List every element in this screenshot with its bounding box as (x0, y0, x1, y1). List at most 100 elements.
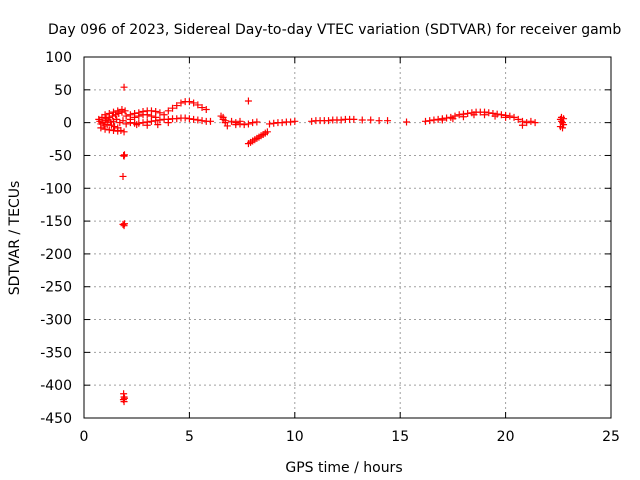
data-point (190, 99, 198, 107)
data-point (198, 117, 206, 125)
y-tick-label: -50 (49, 148, 72, 164)
x-tick-label: 10 (286, 429, 304, 445)
data-point (375, 117, 383, 125)
data-point (244, 120, 252, 128)
data-point (131, 113, 139, 121)
data-point (249, 119, 257, 127)
data-point (118, 106, 126, 114)
data-point (455, 111, 463, 119)
data-point (139, 119, 147, 127)
data-point (459, 113, 467, 121)
x-tick-label: 5 (185, 429, 194, 445)
data-point (531, 119, 539, 127)
x-tick-label: 20 (497, 429, 515, 445)
data-point (173, 115, 181, 123)
data-point (120, 128, 128, 136)
data-point (559, 124, 567, 132)
data-point (527, 117, 535, 125)
x-tick-label: 15 (391, 429, 409, 445)
data-point (156, 109, 164, 117)
y-tick-label: -350 (40, 345, 72, 361)
data-point (350, 115, 358, 123)
data-point (194, 101, 202, 109)
y-tick-label: -100 (40, 181, 72, 197)
y-axis-label: SDTVAR / TECUs (7, 181, 23, 296)
data-point (111, 123, 119, 131)
data-point (194, 116, 202, 124)
y-tick-label: -450 (40, 411, 72, 427)
data-point (147, 112, 155, 120)
data-point (403, 118, 411, 126)
data-point (223, 122, 231, 130)
data-point (105, 126, 113, 134)
data-point (430, 116, 438, 124)
data-point (110, 127, 118, 135)
grid (84, 57, 611, 418)
data-point (308, 117, 316, 125)
data-point (228, 117, 236, 125)
data-point (244, 97, 252, 105)
data-point (164, 107, 172, 115)
data-point (119, 117, 127, 125)
data-point (113, 115, 121, 123)
data-point (110, 108, 118, 116)
data-point (152, 107, 160, 115)
data-point (358, 116, 366, 124)
data-point (232, 121, 240, 129)
data-point (160, 111, 168, 119)
y-tick-label: -250 (40, 280, 72, 296)
data-point (560, 115, 568, 123)
data-point (367, 116, 375, 124)
y-tick-label: 0 (63, 116, 72, 132)
data-point (198, 104, 206, 112)
data-point (481, 111, 489, 119)
data-point (97, 124, 105, 132)
y-axis-ticks: 100 50 0 -50 -100 -150 -200 -250 -300 -350 -400 -45… (40, 50, 611, 427)
data-point (164, 119, 172, 127)
data-point (514, 115, 522, 123)
data-point (122, 120, 130, 128)
data-point (449, 115, 457, 123)
data-point (438, 116, 446, 124)
data-point (114, 127, 122, 135)
data-point (143, 111, 151, 119)
data-point (181, 114, 189, 122)
data-point (173, 102, 181, 110)
data-points (95, 83, 568, 406)
data-point (185, 115, 193, 123)
data-point (426, 117, 434, 125)
data-point (202, 106, 210, 114)
data-point (236, 117, 244, 125)
data-point (337, 116, 345, 124)
data-point (325, 117, 333, 125)
data-point (518, 121, 526, 129)
y-tick-label: -400 (40, 378, 72, 394)
data-point (523, 119, 531, 127)
data-point (120, 220, 128, 228)
data-point (443, 114, 451, 122)
chart-title: Day 096 of 2023, Sidereal Day-to-day VTE… (48, 22, 621, 38)
data-point (263, 128, 271, 136)
y-tick-label: -300 (40, 313, 72, 329)
y-tick-label: 50 (54, 83, 72, 99)
data-point (291, 117, 299, 125)
data-point (121, 107, 129, 115)
data-point (135, 112, 143, 120)
data-point (122, 112, 130, 120)
x-tick-label: 0 (80, 429, 89, 445)
data-point (120, 151, 128, 159)
data-point (421, 117, 429, 125)
data-point (152, 113, 160, 121)
data-point (485, 109, 493, 117)
data-point (185, 98, 193, 106)
data-point (114, 107, 122, 115)
data-point (287, 118, 295, 126)
data-point (240, 121, 248, 129)
data-point (177, 99, 185, 107)
data-point (106, 118, 114, 126)
data-point (464, 109, 472, 117)
data-point (206, 117, 214, 125)
y-tick-label: -200 (40, 247, 72, 263)
data-point (117, 127, 125, 135)
